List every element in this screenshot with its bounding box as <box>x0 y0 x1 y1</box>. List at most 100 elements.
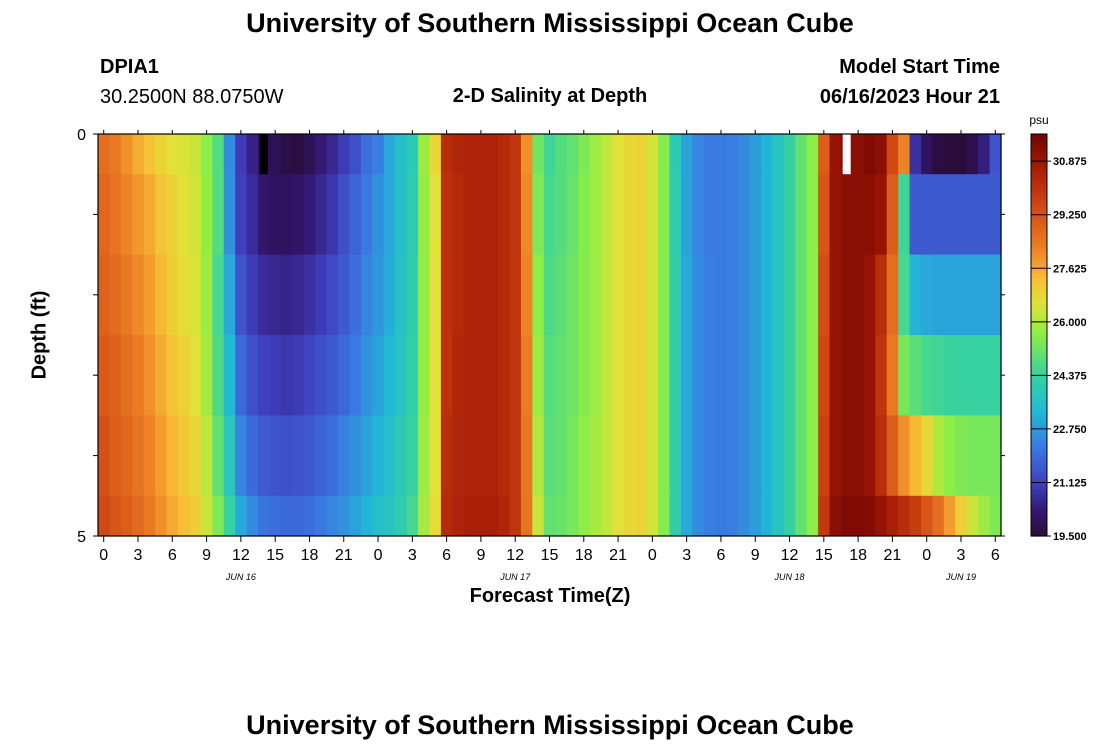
colorbar-segment <box>1031 311 1047 316</box>
heatmap-cell <box>498 174 511 255</box>
heatmap-cell <box>258 415 271 497</box>
heatmap-cell <box>200 134 213 175</box>
heatmap-cell <box>395 495 408 537</box>
heatmap-cell <box>680 174 693 255</box>
heatmap-cell <box>109 335 122 416</box>
heatmap-cell <box>132 415 145 497</box>
x-axis-ticks: 0 3 6 9 12 15 18 21 0 3 6 9 12 15 18 21 0 3 6 9 12 15 18 21 0 3 6 J… <box>99 130 1000 582</box>
heatmap-cell <box>829 335 842 416</box>
heatmap-cell <box>955 335 968 416</box>
colorbar-segment <box>1031 502 1047 507</box>
heatmap-cell <box>509 415 522 497</box>
heatmap-cell <box>383 254 396 336</box>
heatmap-cell <box>463 174 476 255</box>
heatmap-cell <box>692 415 705 497</box>
x-tick-label: 0 <box>374 547 383 564</box>
heatmap-cell <box>875 495 888 537</box>
heatmap-cell <box>989 134 1002 175</box>
heatmap-cell <box>212 495 225 537</box>
heatmap-cell <box>738 174 751 255</box>
heatmap-cell <box>738 335 751 416</box>
heatmap-cell <box>520 415 533 497</box>
heatmap-cell <box>269 335 282 416</box>
colorbar-segment <box>1031 489 1047 494</box>
heatmap-cell <box>749 415 762 497</box>
heatmap-cell <box>303 254 316 336</box>
heatmap-cell <box>395 335 408 416</box>
heatmap-cell <box>475 495 488 537</box>
heatmap-cell <box>246 134 259 175</box>
heatmap-cell <box>806 495 819 537</box>
x-tick-label: 9 <box>202 547 211 564</box>
heatmap-cell <box>223 174 236 255</box>
heatmap-cell <box>440 415 453 497</box>
heatmap-cell <box>783 134 796 175</box>
heatmap-cell <box>955 495 968 537</box>
heatmap-cell <box>646 254 659 336</box>
heatmap-cell <box>212 415 225 497</box>
colorbar-segment <box>1031 529 1047 534</box>
colorbar-segment <box>1031 351 1047 356</box>
heatmap-cell <box>555 415 568 497</box>
heatmap-cell <box>326 254 339 336</box>
heatmap-cell <box>520 254 533 336</box>
heatmap-cell <box>543 495 556 537</box>
heatmap-cell <box>978 495 991 537</box>
heatmap-cell <box>189 134 202 175</box>
colorbar-segment <box>1031 345 1047 349</box>
heatmap-cell <box>932 415 945 497</box>
heatmap-cell <box>989 335 1002 416</box>
colorbar-segment <box>1031 412 1047 416</box>
y-tick-label: 0 <box>77 127 86 144</box>
heatmap-cell <box>543 415 556 497</box>
heatmap-cell <box>658 254 671 336</box>
heatmap-cell <box>349 495 362 537</box>
colorbar-segment <box>1031 408 1047 413</box>
heatmap-cell <box>475 254 488 336</box>
heatmap-cell <box>349 415 362 497</box>
colorbar-segment <box>1031 274 1047 279</box>
colorbar-segment <box>1031 301 1047 306</box>
heatmap-cell <box>589 254 602 336</box>
heatmap-cell <box>966 495 979 537</box>
heatmap-cell <box>372 415 385 497</box>
heatmap-cell <box>532 174 545 255</box>
heatmap-cells <box>98 134 1002 537</box>
heatmap-cell <box>418 134 431 175</box>
heatmap-cell <box>235 134 248 175</box>
heatmap-cell <box>715 174 728 255</box>
colorbar-segment <box>1031 522 1047 527</box>
heatmap-cell <box>783 495 796 537</box>
colorbar-segment <box>1031 197 1047 202</box>
colorbar-segment <box>1031 445 1047 450</box>
heatmap-cell <box>795 254 808 336</box>
heatmap-cell <box>143 134 156 175</box>
colorbar-segment <box>1031 331 1047 336</box>
heatmap-cell <box>166 174 179 255</box>
colorbar-segment <box>1031 368 1047 373</box>
colorbar-segment <box>1031 442 1047 447</box>
heatmap-cell <box>726 495 739 537</box>
heatmap-cell <box>920 174 934 255</box>
heatmap-cell <box>749 174 762 255</box>
heatmap-cell <box>406 134 419 175</box>
heatmap-cell <box>315 174 328 255</box>
heatmap-cell <box>623 174 636 255</box>
heatmap-cell <box>315 254 328 336</box>
heatmap-cell <box>932 134 945 175</box>
colorbar-segment <box>1031 452 1047 457</box>
heatmap-cell <box>98 335 111 416</box>
heatmap-cell <box>280 335 293 416</box>
x-tick-label: 9 <box>476 547 485 564</box>
colorbar-tick-label: 24.375 <box>1053 370 1087 382</box>
heatmap-cell <box>520 134 533 175</box>
heatmap-cell <box>669 335 682 416</box>
heatmap-cell <box>235 335 248 416</box>
heatmap-cell <box>132 254 145 336</box>
heatmap-cell <box>132 495 145 537</box>
colorbar-segment <box>1031 304 1047 309</box>
heatmap-cell <box>658 134 671 175</box>
heatmap-cell <box>349 254 362 336</box>
heatmap-cell <box>578 134 591 175</box>
heatmap-cell <box>795 335 808 416</box>
